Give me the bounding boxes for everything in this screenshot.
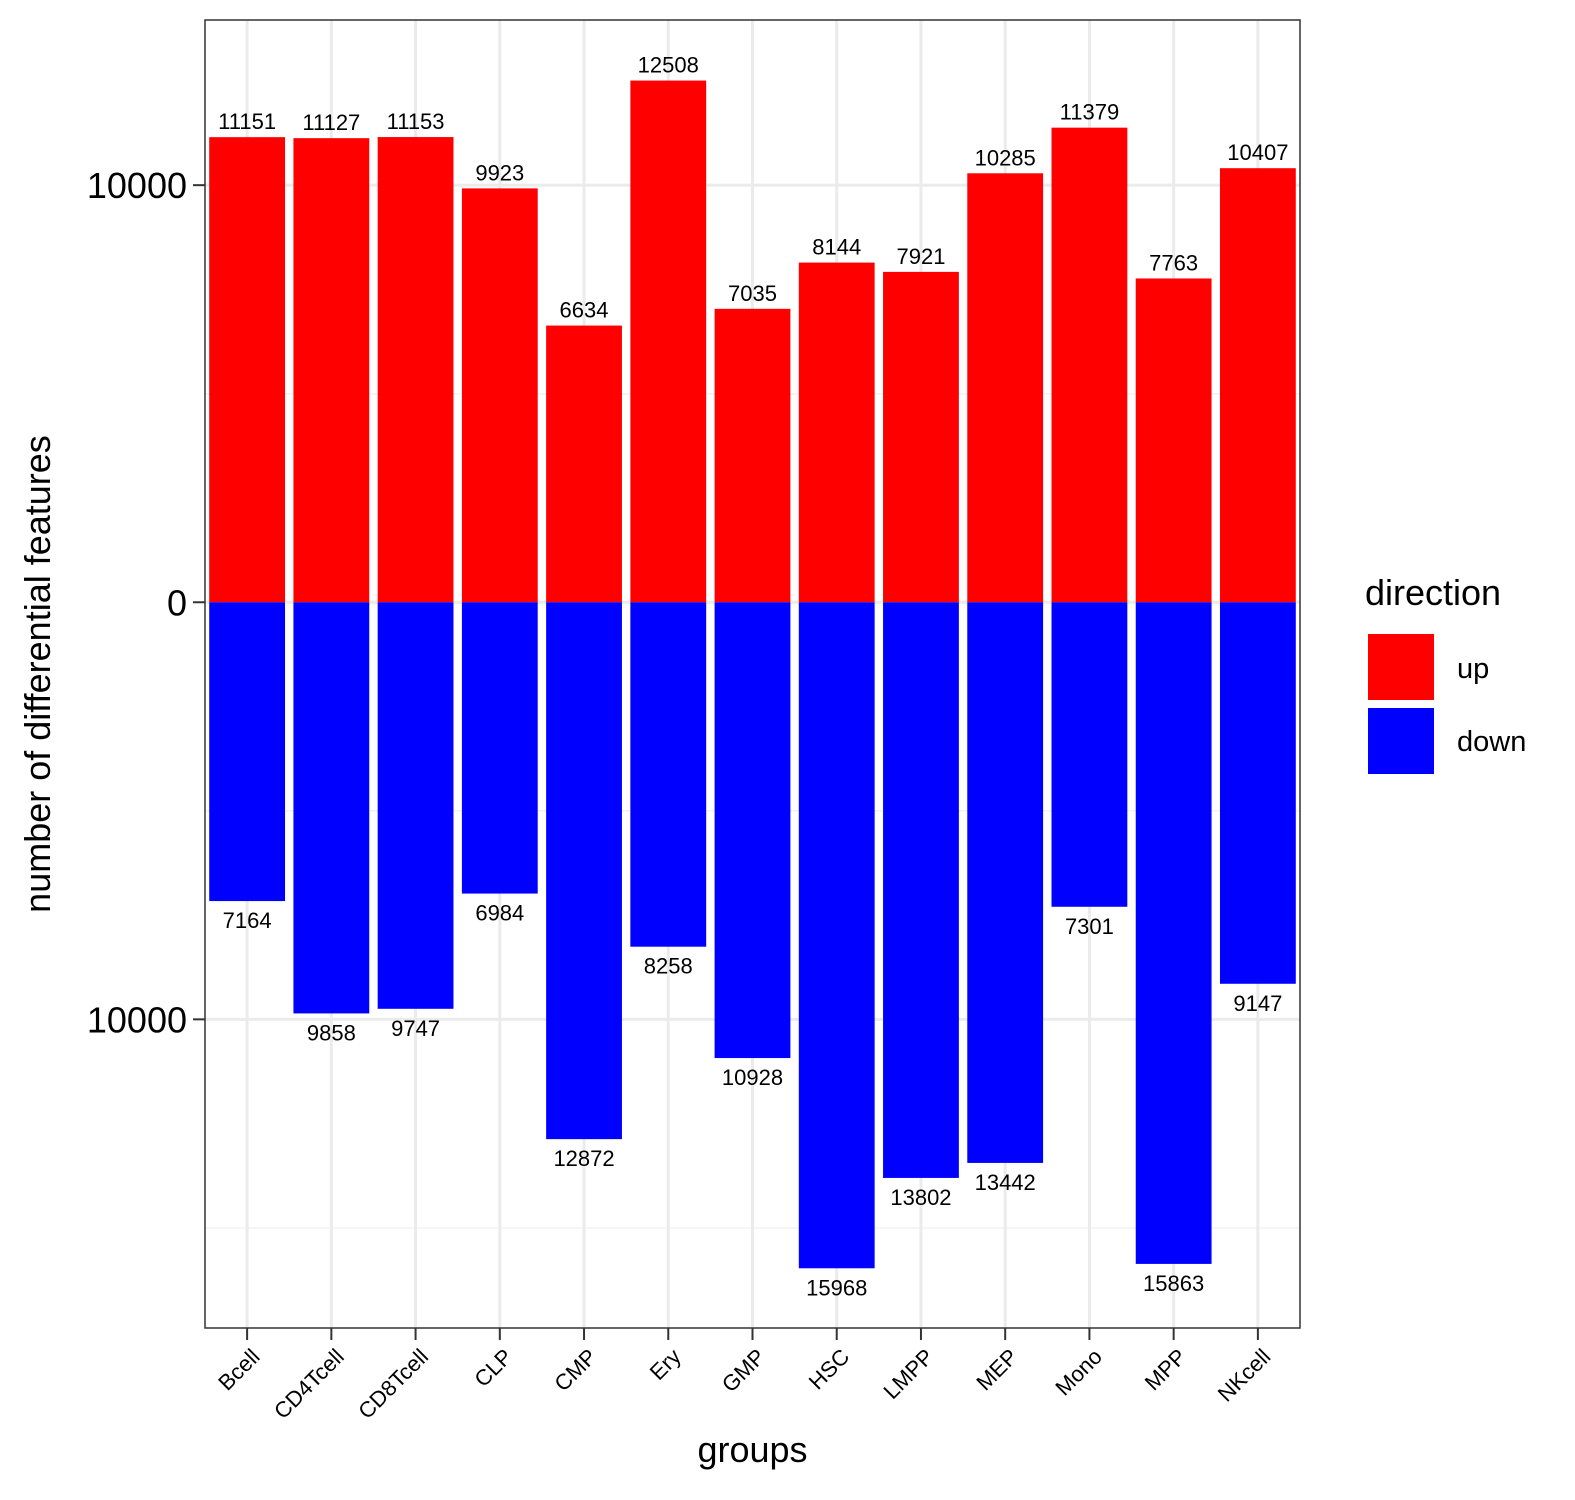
- data-label-down-CD4Tcell: 9858: [307, 1020, 356, 1045]
- y-tick-label: 10000: [87, 165, 187, 206]
- data-label-down-CMP: 12872: [553, 1146, 614, 1171]
- data-label-up-Ery: 12508: [638, 53, 699, 78]
- data-label-up-Mono: 11379: [1060, 100, 1120, 125]
- bar-up-HSC: [798, 262, 875, 603]
- data-label-up-HSC: 8144: [812, 235, 861, 260]
- x-tick-label-CD8Tcell: CD8Tcell: [353, 1344, 433, 1424]
- legend-label-up: up: [1457, 653, 1489, 685]
- bar-up-LMPP: [883, 271, 959, 603]
- data-label-up-MEP: 10285: [975, 145, 1036, 170]
- x-tick-label-GMP: GMP: [717, 1344, 770, 1397]
- y-tick-label: 10000: [87, 999, 187, 1040]
- bar-down-LMPP: [883, 602, 959, 1178]
- x-tick-label-Mono: Mono: [1050, 1344, 1107, 1401]
- bar-up-Bcell: [209, 137, 286, 603]
- bar-down-CD4Tcell: [293, 602, 370, 1014]
- bar-down-NKcell: [1219, 602, 1296, 984]
- data-label-down-MEP: 13442: [975, 1170, 1036, 1195]
- data-label-up-CMP: 6634: [560, 298, 609, 323]
- x-tick-label-HSC: HSC: [804, 1344, 855, 1395]
- data-label-up-Bcell: 11151: [218, 109, 276, 134]
- legend-key-up: [1368, 634, 1434, 700]
- x-tick-label-NKcell: NKcell: [1213, 1344, 1276, 1407]
- bar-up-CD4Tcell: [293, 138, 370, 603]
- bar-up-Ery: [630, 80, 707, 603]
- y-axis-title: number of differential features: [17, 435, 58, 913]
- x-tick-label-CMP: CMP: [549, 1344, 601, 1396]
- bar-up-GMP: [714, 308, 791, 603]
- data-label-up-NKcell: 10407: [1227, 140, 1288, 165]
- bar-up-CD8Tcell: [377, 137, 454, 603]
- bar-down-CD8Tcell: [377, 602, 454, 1009]
- bar-up-CMP: [546, 325, 622, 603]
- bar-down-CLP: [461, 602, 538, 894]
- x-axis: Bcell CD4Tcell CD8Tcell CLP CMP Ery GMP HSC LMPP…: [213, 1328, 1275, 1424]
- x-tick-label-LMPP: LMPP: [878, 1344, 938, 1404]
- y-axis: 10000 0 10000: [87, 165, 205, 1040]
- bar-up-NKcell: [1219, 168, 1296, 603]
- x-tick-label-Bcell: Bcell: [213, 1344, 264, 1395]
- x-axis-title: groups: [697, 1429, 807, 1470]
- data-label-up-CLP: 9923: [475, 160, 524, 185]
- legend-label-down: down: [1457, 726, 1526, 758]
- data-label-up-CD4Tcell: 11127: [302, 110, 360, 135]
- data-label-up-MPP: 7763: [1149, 250, 1198, 275]
- bar-down-HSC: [798, 602, 875, 1269]
- data-label-down-MPP: 15863: [1143, 1271, 1204, 1296]
- data-label-down-Ery: 8258: [644, 954, 693, 979]
- data-label-down-CD8Tcell: 9747: [391, 1016, 440, 1041]
- data-label-down-NKcell: 9147: [1233, 991, 1282, 1016]
- bars: [209, 80, 1296, 1269]
- bar-down-MPP: [1135, 602, 1212, 1264]
- data-label-down-Mono: 7301: [1065, 914, 1114, 939]
- x-tick-label-CLP: CLP: [469, 1344, 517, 1392]
- bar-down-Ery: [630, 602, 707, 947]
- x-tick-label-MEP: MEP: [971, 1344, 1022, 1395]
- x-tick-label-CD4Tcell: CD4Tcell: [269, 1344, 349, 1424]
- bar-up-MEP: [967, 173, 1044, 603]
- bar-down-GMP: [714, 602, 791, 1059]
- data-label-down-GMP: 10928: [722, 1065, 783, 1090]
- data-label-down-LMPP: 13802: [890, 1185, 951, 1210]
- data-label-down-CLP: 6984: [475, 901, 524, 926]
- data-label-up-LMPP: 7921: [896, 244, 945, 269]
- legend-key-down: [1368, 708, 1434, 774]
- x-tick-label-Ery: Ery: [645, 1344, 686, 1385]
- data-label-down-HSC: 15968: [806, 1275, 867, 1300]
- bar-down-MEP: [967, 602, 1044, 1163]
- data-label-up-GMP: 7035: [728, 281, 777, 306]
- bar-down-CMP: [546, 602, 622, 1140]
- bar-up-CLP: [461, 188, 538, 603]
- bar-up-Mono: [1051, 127, 1128, 603]
- x-tick-label-MPP: MPP: [1140, 1344, 1191, 1395]
- legend: direction up down: [1365, 572, 1526, 774]
- bar-up-MPP: [1135, 278, 1212, 603]
- y-tick-label: 0: [167, 582, 187, 623]
- legend-title: direction: [1365, 572, 1501, 613]
- data-labels: 11151 11127 11153 9923 6634 12508 7035 8144 7921…: [218, 53, 1288, 1301]
- bar-down-Mono: [1051, 602, 1128, 907]
- data-label-down-Bcell: 7164: [223, 908, 272, 933]
- bar-down-Bcell: [209, 602, 286, 902]
- data-label-up-CD8Tcell: 11153: [387, 109, 445, 134]
